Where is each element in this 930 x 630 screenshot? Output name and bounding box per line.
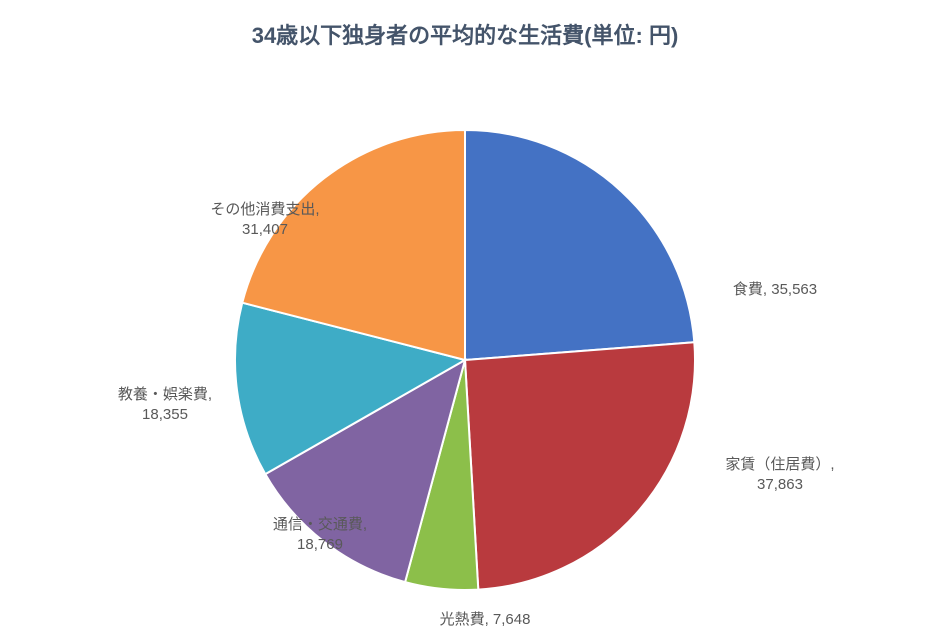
pie-slice — [465, 130, 694, 360]
pie-slice — [465, 342, 695, 589]
pie-chart: 食費, 35,563家賃（住居費）,37,863光熱費, 7,648通信・交通費… — [0, 70, 930, 620]
chart-title: 34歳以下独身者の平均的な生活費(単位: 円) — [0, 18, 930, 50]
pie-chart-svg — [0, 70, 930, 620]
